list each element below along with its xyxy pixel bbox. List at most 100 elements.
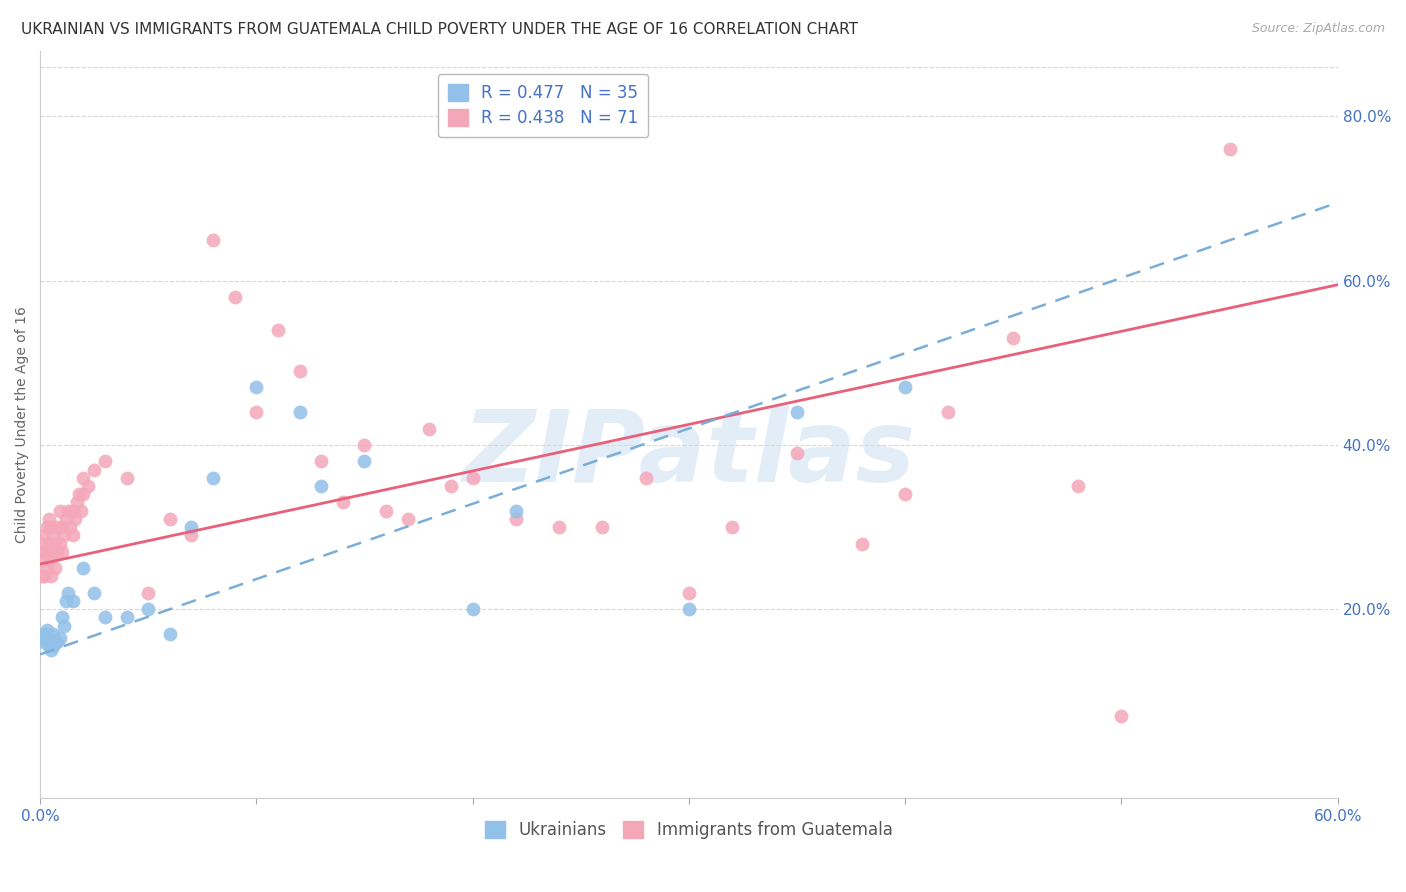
Point — [83, 462, 105, 476]
Point — [353, 438, 375, 452]
Point — [46, 635, 69, 649]
Point — [309, 454, 332, 468]
Point — [159, 512, 181, 526]
Point — [58, 503, 80, 517]
Point — [721, 520, 744, 534]
Point — [678, 586, 700, 600]
Point — [63, 512, 86, 526]
Point — [42, 627, 65, 641]
Point — [505, 512, 527, 526]
Point — [288, 364, 311, 378]
Point — [34, 545, 56, 559]
Point — [894, 380, 917, 394]
Point — [38, 639, 60, 653]
Point — [31, 631, 53, 645]
Point — [548, 520, 571, 534]
Point — [505, 503, 527, 517]
Point — [39, 545, 62, 559]
Point — [44, 561, 66, 575]
Point — [55, 594, 77, 608]
Point — [62, 528, 84, 542]
Point — [180, 528, 202, 542]
Point — [115, 471, 138, 485]
Point — [31, 569, 53, 583]
Point — [678, 602, 700, 616]
Text: Source: ZipAtlas.com: Source: ZipAtlas.com — [1251, 22, 1385, 36]
Point — [1067, 479, 1090, 493]
Point — [245, 405, 267, 419]
Point — [46, 545, 69, 559]
Point — [180, 520, 202, 534]
Point — [42, 545, 65, 559]
Point — [1111, 709, 1133, 723]
Point — [267, 323, 290, 337]
Text: ZIPatlas: ZIPatlas — [463, 406, 915, 503]
Point — [35, 631, 58, 645]
Point — [418, 421, 440, 435]
Point — [46, 520, 69, 534]
Point — [94, 454, 117, 468]
Point — [353, 454, 375, 468]
Point — [34, 627, 56, 641]
Point — [1218, 142, 1240, 156]
Point — [67, 487, 90, 501]
Y-axis label: Child Poverty Under the Age of 16: Child Poverty Under the Age of 16 — [15, 306, 30, 543]
Point — [224, 290, 246, 304]
Point — [786, 405, 808, 419]
Point — [52, 618, 75, 632]
Point — [39, 520, 62, 534]
Point — [136, 602, 159, 616]
Point — [332, 495, 354, 509]
Point — [58, 586, 80, 600]
Point — [34, 528, 56, 542]
Point — [309, 479, 332, 493]
Point — [72, 561, 94, 575]
Point — [72, 487, 94, 501]
Point — [34, 569, 56, 583]
Point — [461, 602, 484, 616]
Point — [66, 495, 89, 509]
Point — [39, 643, 62, 657]
Point — [938, 405, 960, 419]
Point — [31, 536, 53, 550]
Point — [31, 553, 53, 567]
Point — [202, 233, 225, 247]
Point — [634, 471, 657, 485]
Point — [62, 503, 84, 517]
Point — [35, 520, 58, 534]
Point — [59, 520, 82, 534]
Point — [52, 528, 75, 542]
Point — [851, 536, 873, 550]
Point — [55, 512, 77, 526]
Point — [38, 553, 60, 567]
Point — [894, 487, 917, 501]
Point — [51, 610, 73, 624]
Point — [35, 561, 58, 575]
Point — [42, 639, 65, 653]
Point — [34, 635, 56, 649]
Point — [115, 610, 138, 624]
Point — [76, 479, 98, 493]
Point — [83, 586, 105, 600]
Point — [70, 503, 93, 517]
Point — [202, 471, 225, 485]
Point — [591, 520, 613, 534]
Point — [44, 536, 66, 550]
Point — [38, 512, 60, 526]
Point — [159, 627, 181, 641]
Legend: Ukrainians, Immigrants from Guatemala: Ukrainians, Immigrants from Guatemala — [478, 814, 900, 846]
Point — [48, 503, 70, 517]
Point — [62, 594, 84, 608]
Point — [375, 503, 398, 517]
Point — [94, 610, 117, 624]
Point — [72, 471, 94, 485]
Text: UKRAINIAN VS IMMIGRANTS FROM GUATEMALA CHILD POVERTY UNDER THE AGE OF 16 CORRELA: UKRAINIAN VS IMMIGRANTS FROM GUATEMALA C… — [21, 22, 858, 37]
Point — [461, 471, 484, 485]
Point — [35, 545, 58, 559]
Point — [39, 569, 62, 583]
Point — [48, 536, 70, 550]
Point — [42, 528, 65, 542]
Point — [288, 405, 311, 419]
Point — [35, 623, 58, 637]
Point — [786, 446, 808, 460]
